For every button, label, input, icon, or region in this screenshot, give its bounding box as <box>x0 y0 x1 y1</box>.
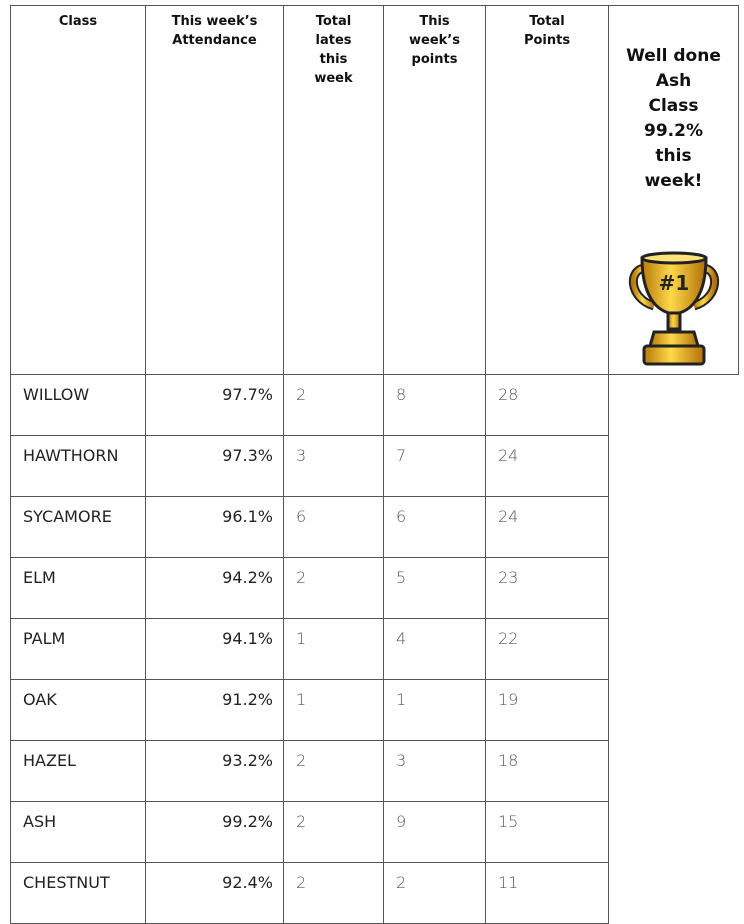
table-cell: 19 <box>486 680 609 741</box>
table-cell: HAWTHORN <box>11 436 146 497</box>
table-cell: 11 <box>486 863 609 924</box>
header-line: Points <box>486 31 608 50</box>
header-line: Attendance <box>146 31 283 50</box>
note-line: Ash <box>609 69 738 94</box>
table-cell: 2 <box>284 741 384 802</box>
table-cell: 92.4% <box>146 863 284 924</box>
table-cell: OAK <box>11 680 146 741</box>
table-cell: CHESTNUT <box>11 863 146 924</box>
header-line: Total <box>486 12 608 31</box>
table-cell: 1 <box>384 680 486 741</box>
header-line: lates <box>284 31 383 50</box>
header-line: Total <box>284 12 383 31</box>
header-line: week’s <box>384 31 485 50</box>
trophy: #1 <box>609 250 738 374</box>
table-cell: 4 <box>384 619 486 680</box>
table-cell: 99.2% <box>146 802 284 863</box>
table-cell: WILLOW <box>11 375 146 436</box>
header-line: This week’s <box>146 12 283 31</box>
table-cell: PALM <box>11 619 146 680</box>
table-cell: 6 <box>384 497 486 558</box>
table-cell: 24 <box>486 497 609 558</box>
table-cell: 97.3% <box>146 436 284 497</box>
table-cell: 97.7% <box>146 375 284 436</box>
table-cell: 9 <box>384 802 486 863</box>
table-cell: 94.2% <box>146 558 284 619</box>
table-cell: 2 <box>284 375 384 436</box>
table-cell: 1 <box>284 619 384 680</box>
header-line: this <box>284 50 383 69</box>
trophy-label: #1 <box>658 271 689 295</box>
table-cell: 7 <box>384 436 486 497</box>
table-cell: 6 <box>284 497 384 558</box>
table-cell: 15 <box>486 802 609 863</box>
table-cell: 1 <box>284 680 384 741</box>
table-cell: 2 <box>284 802 384 863</box>
table-cell: ASH <box>11 802 146 863</box>
table-cell: 91.2% <box>146 680 284 741</box>
note-line: this <box>609 144 738 169</box>
table-cell: 96.1% <box>146 497 284 558</box>
header-line: This <box>384 12 485 31</box>
header-line: Class <box>11 12 145 31</box>
note-line: 99.2% <box>609 119 738 144</box>
table-cell: 8 <box>384 375 486 436</box>
table-cell: ELM <box>11 558 146 619</box>
table-cell: 3 <box>384 741 486 802</box>
table-cell: 94.1% <box>146 619 284 680</box>
note-line: week! <box>609 169 738 194</box>
note-line: Class <box>609 94 738 119</box>
header-line: week <box>284 69 383 88</box>
table-cell: 5 <box>384 558 486 619</box>
table-cell: HAZEL <box>11 741 146 802</box>
table-cell: 24 <box>486 436 609 497</box>
column-header: Class <box>11 6 146 375</box>
table-cell: 22 <box>486 619 609 680</box>
table-cell: 18 <box>486 741 609 802</box>
table-cell: 2 <box>284 558 384 619</box>
table-cell: 3 <box>284 436 384 497</box>
header-line: points <box>384 50 485 69</box>
table-cell: 23 <box>486 558 609 619</box>
table-cell: 93.2% <box>146 741 284 802</box>
table-cell: 2 <box>384 863 486 924</box>
table-cell: SYCAMORE <box>11 497 146 558</box>
note-line: Well done <box>609 44 738 69</box>
table-cell: 28 <box>486 375 609 436</box>
trophy-icon: #1 <box>624 250 724 370</box>
table-cell: 2 <box>284 863 384 924</box>
